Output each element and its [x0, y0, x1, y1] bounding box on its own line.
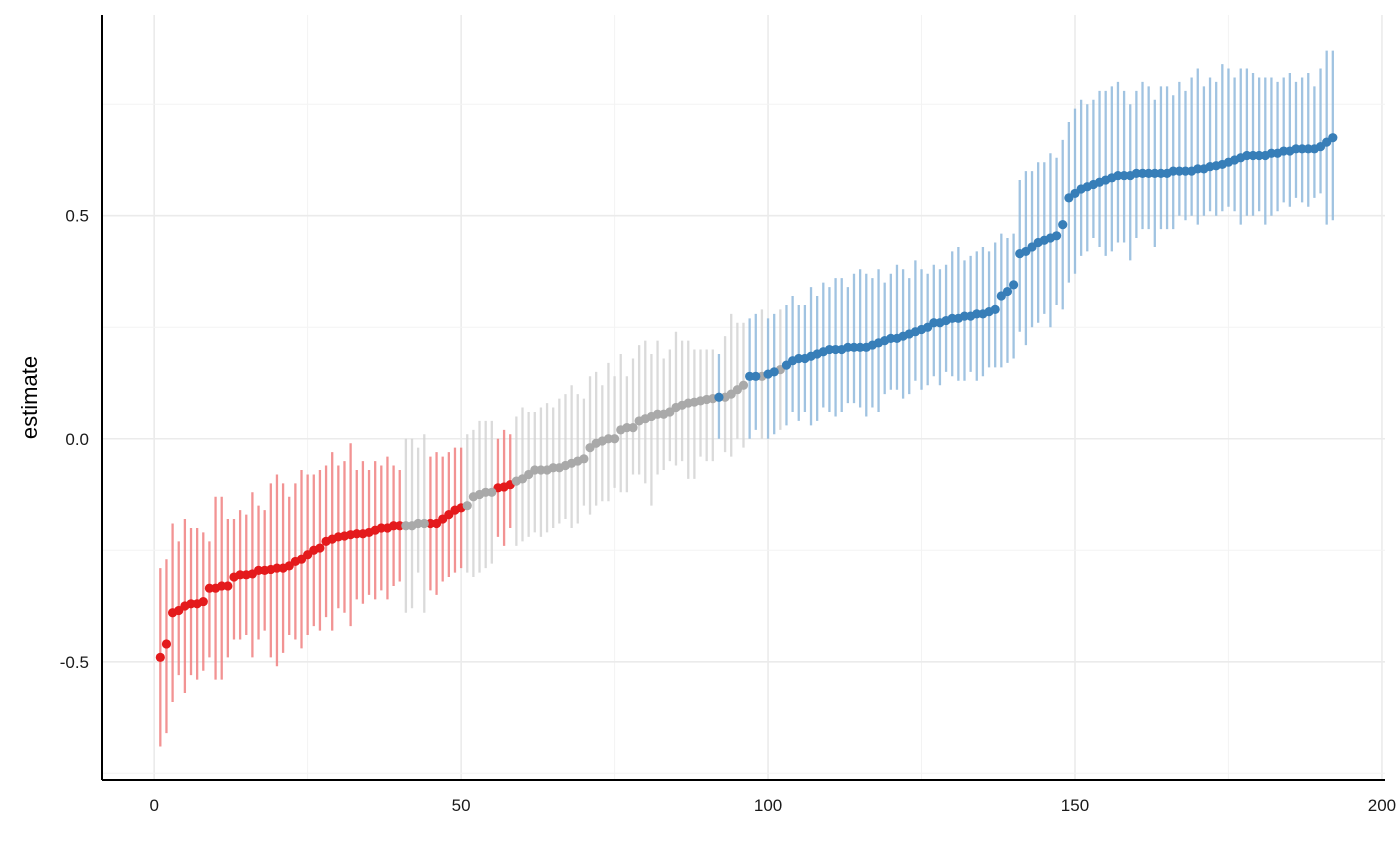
point-positive	[990, 304, 1000, 315]
point-neutral	[609, 434, 620, 444]
point-neutral	[462, 501, 472, 511]
point-negative	[223, 581, 233, 591]
point-negative	[198, 596, 208, 607]
point-positive	[1328, 133, 1338, 143]
y-axis-ticks: -0.5 0.0 0.5	[60, 207, 89, 672]
point-positive	[1002, 286, 1013, 297]
x-tick-label: 200	[1368, 796, 1396, 815]
x-tick-label: 150	[1061, 796, 1089, 815]
x-tick-label: 50	[452, 796, 471, 815]
y-tick-label: -0.5	[60, 653, 89, 672]
point-neutral	[738, 380, 749, 390]
point-positive	[1051, 231, 1062, 241]
axes	[101, 15, 1385, 781]
y-tick-label: 0.0	[65, 430, 89, 449]
point-estimates	[155, 133, 1338, 662]
point-neutral	[419, 518, 429, 529]
point-neutral	[579, 454, 589, 464]
point-positive	[714, 392, 724, 402]
point-neutral	[487, 487, 497, 497]
point-neutral	[628, 423, 638, 433]
point-negative	[155, 652, 165, 662]
point-positive	[751, 371, 761, 381]
point-positive	[1009, 280, 1019, 290]
point-negative	[161, 639, 172, 649]
point-positive	[1058, 220, 1068, 230]
x-tick-label: 100	[754, 796, 782, 815]
y-axis-title: estimate	[17, 356, 42, 439]
point-negative	[315, 543, 325, 553]
x-axis-ticks: 0 50 100 150 200	[149, 796, 1396, 815]
point-positive	[769, 367, 779, 377]
y-tick-label: 0.5	[65, 207, 89, 226]
error-bars	[159, 50, 1334, 747]
x-tick-label: 0	[149, 796, 158, 815]
